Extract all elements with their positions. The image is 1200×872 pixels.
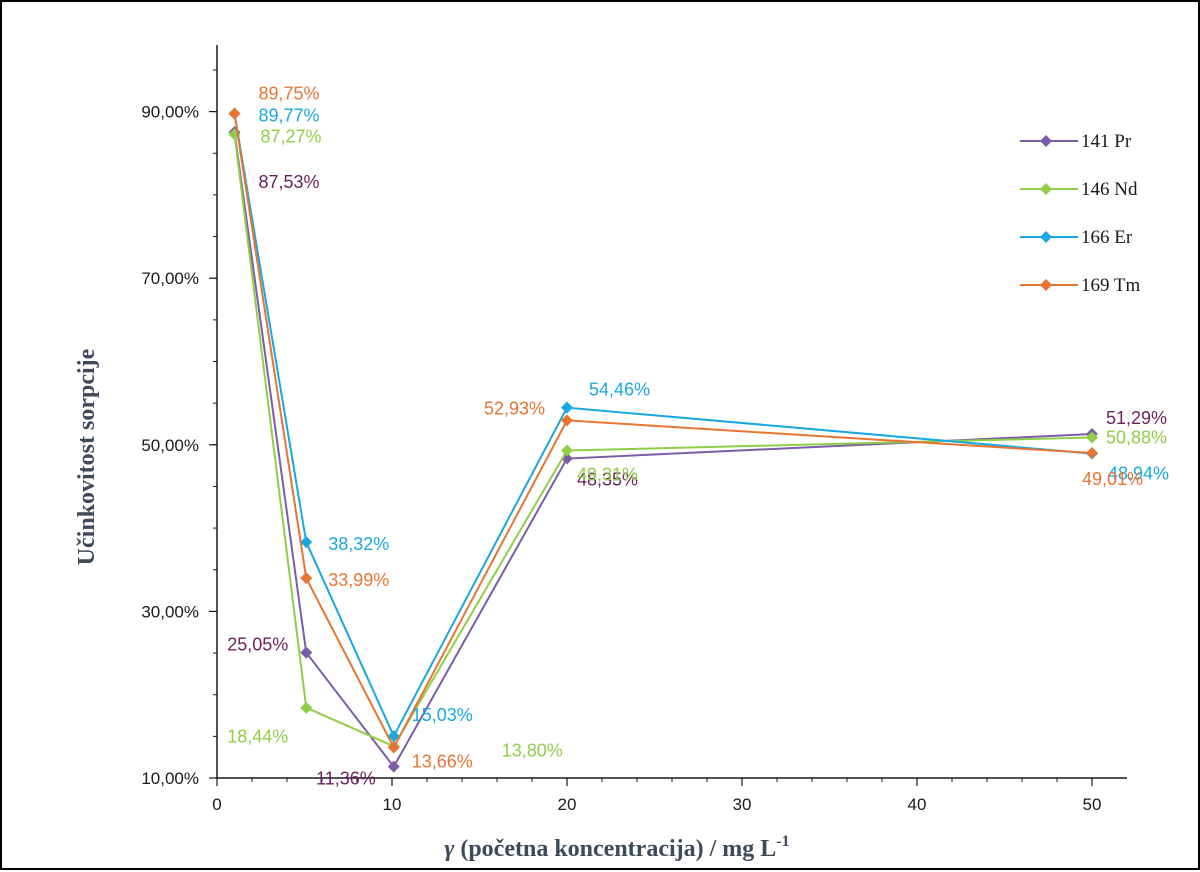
data-label: 18,44% <box>227 727 288 747</box>
data-label: 48,35% <box>577 470 638 490</box>
data-label: 89,75% <box>259 84 320 104</box>
data-point <box>561 401 573 414</box>
y-axis-title: Učinkovitost sorpcije <box>74 348 100 565</box>
y-tick-label: 70,00% <box>141 269 199 288</box>
data-label: 33,99% <box>328 570 389 590</box>
legend-label: 141 Pr <box>1081 131 1132 152</box>
data-label: 49,31% <box>577 465 638 485</box>
data-point <box>387 730 400 743</box>
x-tick-label: 50 <box>1083 795 1102 814</box>
data-point <box>1086 431 1098 444</box>
legend-marker <box>1040 135 1052 147</box>
data-labels: 87,53% 25,05% 11,36% 48,35% 51,29% 87,27% 18,4… <box>227 84 1169 789</box>
x-tick-label: 40 <box>908 795 927 814</box>
data-label: 89,77% <box>259 106 320 126</box>
data-point <box>561 444 573 457</box>
legend-item: 141 Pr <box>1020 131 1132 152</box>
x-tick-label: 0 <box>212 795 221 814</box>
data-point <box>387 760 400 773</box>
y-tick-label: 50,00% <box>141 436 199 455</box>
data-point <box>561 414 573 427</box>
data-label: 51,29% <box>1106 408 1167 428</box>
legend-item: 169 Tm <box>1020 275 1141 296</box>
x-axis-title-text: (početna koncentracija) / mg L <box>454 836 776 862</box>
legend: 141 Pr 146 Nd 166 Er 169 Tm <box>1020 131 1141 296</box>
series-line <box>233 113 1093 750</box>
y-tick-label: 30,00% <box>141 602 199 621</box>
series-layer <box>228 107 1098 773</box>
data-label: 13,80% <box>502 740 563 760</box>
data-label: 87,27% <box>261 126 322 146</box>
x-tick-label: 10 <box>383 795 402 814</box>
legend-label: 146 Nd <box>1081 179 1138 200</box>
data-label: 49,01% <box>1082 469 1143 489</box>
data-label: 15,03% <box>412 705 473 725</box>
data-label: 52,93% <box>484 398 545 418</box>
data-label: 13,66% <box>412 752 473 772</box>
x-tick-label: 20 <box>558 795 577 814</box>
data-label: 48,94% <box>1108 464 1169 484</box>
data-point <box>300 572 313 585</box>
data-label: 25,05% <box>227 635 288 655</box>
legend-item: 166 Er <box>1020 227 1133 248</box>
data-label: 87,53% <box>259 172 320 192</box>
series-line <box>233 132 1093 769</box>
series-169-tm <box>228 107 1098 754</box>
x-axis-title-symbol: γ <box>444 836 454 862</box>
x-tick-label: 30 <box>733 795 752 814</box>
legend-label: 169 Tm <box>1081 275 1141 296</box>
x-axis-title-exponent: -1 <box>776 833 789 850</box>
series-141-pr <box>228 126 1098 773</box>
legend-marker <box>1040 279 1052 291</box>
axes: 10,00% 30,00% 50,00% 70,00% 90,00% 0 10 20 30 40 5… <box>141 44 1127 814</box>
series-line <box>233 134 1093 748</box>
data-label: 11,36% <box>316 769 376 789</box>
legend-marker <box>1040 183 1052 195</box>
data-label: 50,88% <box>1106 427 1167 447</box>
data-label: 38,32% <box>328 534 389 554</box>
legend-marker <box>1040 231 1052 243</box>
data-point <box>300 536 313 549</box>
legend-item: 146 Nd <box>1020 179 1138 200</box>
legend-label: 166 Er <box>1081 227 1133 248</box>
data-point <box>300 701 313 714</box>
y-tick-label: 90,00% <box>141 103 199 122</box>
series-166-er <box>228 107 1098 743</box>
x-axis-title: γ (početna koncentracija) / mg L-1 <box>444 833 789 862</box>
y-tick-label: 10,00% <box>141 769 199 788</box>
data-label: 54,46% <box>589 380 650 400</box>
data-point <box>228 107 241 120</box>
data-point <box>300 646 313 659</box>
data-point <box>1086 447 1098 460</box>
series-line <box>233 113 1093 739</box>
data-point <box>387 741 400 754</box>
